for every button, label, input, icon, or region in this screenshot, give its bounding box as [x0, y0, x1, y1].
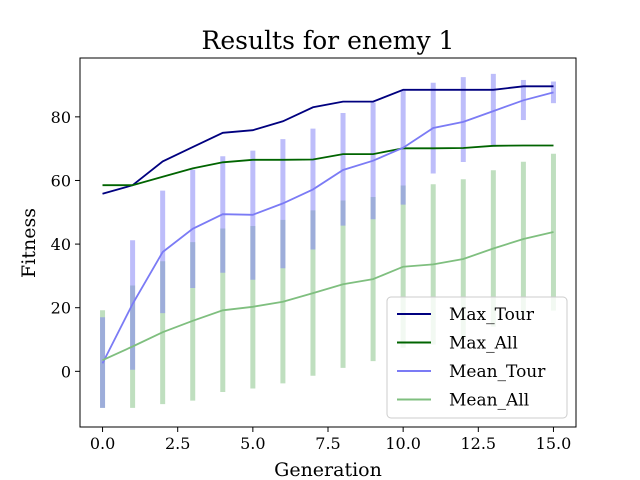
y-axis-ticks: 0 20 40 60 80 [51, 108, 80, 381]
y-tick-label: 80 [51, 108, 71, 127]
legend-entry: Max_All [397, 334, 518, 354]
x-axis-label: Generation [274, 459, 382, 480]
y-tick-label: 0 [61, 362, 71, 381]
legend-label: Mean_Tour [449, 362, 546, 382]
y-axis-label: Fitness [18, 208, 40, 278]
x-tick-label: 0.0 [90, 434, 115, 453]
legend-entry: Max_Tour [397, 305, 535, 325]
chart-title: Results for enemy 1 [202, 26, 455, 55]
x-tick-label: 10.0 [385, 434, 421, 453]
legend: Max_Tour Max_All Mean_Tour Mean_All [386, 296, 568, 419]
legend-label: Max_Tour [449, 305, 535, 325]
x-tick-label: 12.5 [460, 434, 496, 453]
legend-box [386, 296, 568, 419]
series-line-max-all [102, 144, 554, 187]
series-lines [101, 85, 554, 364]
series-line-mean-tour [101, 91, 554, 364]
y-tick-label: 20 [51, 299, 71, 318]
legend-label: Max_All [449, 334, 518, 354]
x-tick-label: 2.5 [165, 434, 190, 453]
y-tick-label: 60 [51, 171, 71, 190]
legend-label: Mean_All [449, 391, 529, 411]
series-line-mean-all [102, 231, 554, 362]
x-tick-label: 7.5 [315, 434, 340, 453]
x-axis-ticks: 0.0 2.5 5.0 7.5 10.0 12.5 15.0 [90, 427, 571, 453]
series-line-max-tour [102, 85, 554, 195]
legend-entry: Mean_Tour [397, 362, 546, 382]
x-tick-label: 5.0 [240, 434, 265, 453]
y-tick-label: 40 [51, 235, 71, 254]
x-tick-label: 15.0 [536, 434, 572, 453]
legend-entry: Mean_All [397, 391, 529, 411]
